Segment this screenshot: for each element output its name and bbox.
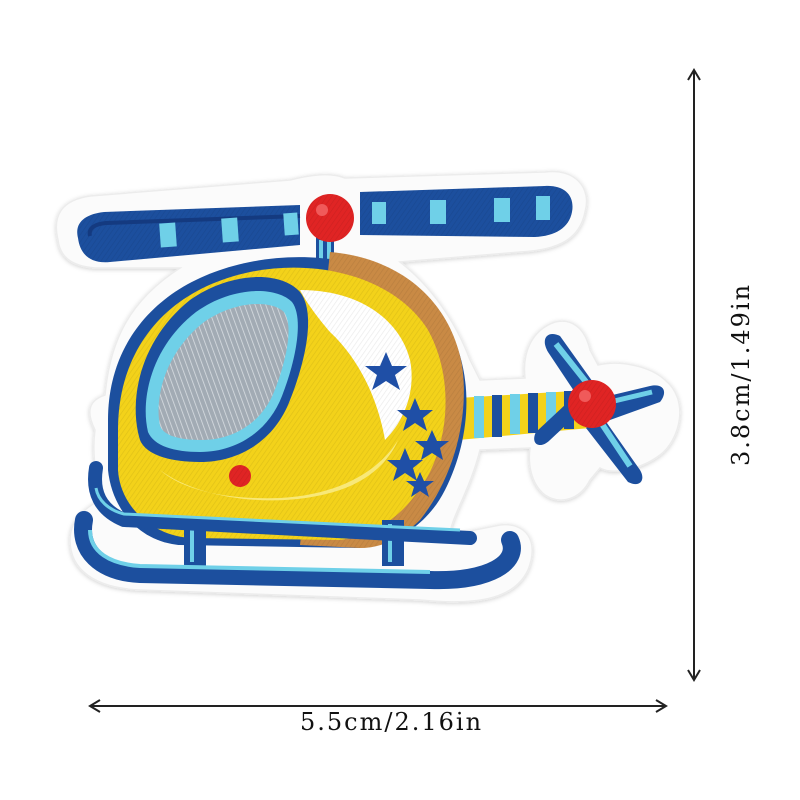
star-icon [397,398,433,431]
decorative-stars [365,352,449,497]
star-icon [406,472,434,497]
helicopter-patch-icon [55,170,681,603]
tail-rotor [534,333,665,485]
star-icon [365,352,407,390]
height-dimension-arrow [687,68,701,682]
landing-skids [74,461,521,590]
height-dimension-label: 3.8cm/1.49in [727,282,755,466]
rotor-hub [306,194,354,242]
width-dimension-arrow [88,699,668,713]
main-rotor-blade [77,185,573,263]
cockpit-window [135,277,309,462]
star-icon [415,430,449,460]
star-icon [387,448,423,481]
width-dimension-label: 5.5cm/2.16in [300,708,484,736]
red-indicator-dot [229,465,251,487]
